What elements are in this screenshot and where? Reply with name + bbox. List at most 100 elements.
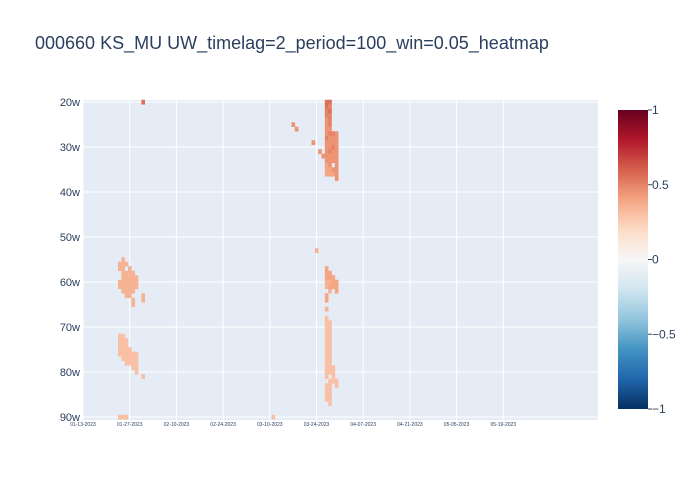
heatmap-cell	[324, 324, 329, 330]
heatmap-cell	[134, 360, 139, 366]
heatmap-cell	[328, 284, 332, 290]
heatmap-cell	[328, 369, 332, 375]
heatmap-cell	[124, 356, 129, 362]
heatmap-cell	[324, 275, 329, 281]
heatmap-cell	[131, 279, 136, 285]
heatmap-cell	[141, 293, 146, 299]
heatmap-cell	[121, 275, 125, 281]
heatmap-cell	[331, 135, 336, 141]
heatmap-cell	[124, 270, 129, 276]
heatmap-cell	[131, 288, 136, 294]
heatmap-cell	[328, 338, 332, 344]
heatmap-cell	[118, 279, 122, 285]
heatmap-cell	[328, 171, 332, 177]
x-axis: 01-13-2023 01-27-2023 02-10-2023 02-24-2023…	[70, 422, 516, 428]
heatmap-cell	[331, 171, 336, 177]
colorbar-tick-label: −1	[652, 402, 666, 416]
heatmap-cell	[134, 275, 139, 281]
heatmap-cell	[324, 338, 329, 344]
heatmap-cell	[121, 266, 125, 272]
heatmap-cell	[324, 171, 329, 177]
heatmap-cell	[328, 270, 332, 276]
heatmap-cell	[121, 338, 125, 344]
heatmap-cell	[324, 135, 329, 141]
grid	[82, 100, 598, 420]
colorbar-tick-label: 0.5	[652, 178, 669, 192]
heatmap-cell	[121, 356, 125, 362]
heatmap-cell	[334, 162, 339, 168]
heatmap-cell	[334, 158, 339, 164]
heatmap-cell	[328, 131, 332, 137]
heatmap-cell	[334, 144, 339, 150]
heatmap-cell	[128, 347, 132, 353]
heatmap-cell	[324, 104, 329, 110]
colorbar-ticks: 1 0.5 0 −0.5 −1	[648, 103, 676, 416]
heatmap-cell	[328, 351, 332, 357]
heatmap-cell	[334, 167, 339, 173]
heatmap-cell	[324, 360, 329, 366]
heatmap-cell	[328, 401, 332, 407]
heatmap-cell	[324, 297, 329, 303]
plot-background	[83, 100, 598, 420]
heatmap-cell	[328, 383, 332, 389]
heatmap-cell	[324, 329, 329, 335]
heatmap-cell	[134, 279, 139, 285]
heatmap-cell	[324, 284, 329, 290]
heatmap-cell	[328, 104, 332, 110]
heatmap-cell	[128, 275, 132, 281]
heatmap-cell	[324, 117, 329, 123]
heatmap-cell	[324, 266, 329, 272]
x-tick-label: 02-10-2023	[164, 422, 190, 428]
heatmap-cell	[328, 144, 332, 150]
heatmap-cell	[128, 356, 132, 362]
heatmap-cell	[331, 140, 336, 146]
heatmap-cell	[324, 369, 329, 375]
heatmap-cell	[328, 324, 332, 330]
heatmap-cell	[324, 396, 329, 402]
heatmap-cell	[324, 99, 329, 105]
heatmap-cell	[128, 270, 132, 276]
heatmap-cell	[118, 284, 122, 290]
heatmap-cell	[334, 149, 339, 155]
heatmap-cell	[124, 338, 129, 344]
heatmap-cell	[324, 167, 329, 173]
y-tick-label: 30w	[60, 142, 80, 154]
heatmap-cell	[331, 369, 336, 375]
heatmap-cell	[328, 117, 332, 123]
heatmap-cell	[328, 108, 332, 114]
heatmap-cell	[331, 167, 336, 173]
heatmap-cell	[328, 365, 332, 371]
heatmap-cell	[131, 275, 136, 281]
heatmap-cell	[121, 288, 125, 294]
heatmap-cell	[324, 126, 329, 132]
heatmap-cell	[134, 351, 139, 357]
heatmap-cell	[324, 383, 329, 389]
heatmap-cell	[118, 338, 122, 344]
heatmap-cell	[328, 275, 332, 281]
heatmap-cell	[324, 158, 329, 164]
heatmap-cell	[334, 378, 339, 384]
heatmap-cell	[324, 144, 329, 150]
heatmap-cell	[128, 279, 132, 285]
heatmap-cell	[121, 270, 125, 276]
heatmap-cell	[311, 140, 316, 146]
heatmap-cell	[124, 279, 129, 285]
heatmap-cell	[328, 356, 332, 362]
heatmap-cell	[121, 279, 125, 285]
heatmap-cell	[324, 374, 329, 380]
heatmap-cell	[324, 122, 329, 128]
heatmap-cell	[118, 351, 122, 357]
heatmap-cell	[334, 171, 339, 177]
colorbar	[618, 110, 648, 409]
x-tick-label: 05-05-2023	[444, 422, 470, 428]
heatmap-cell	[328, 140, 332, 146]
heatmap-cell	[131, 351, 136, 357]
heatmap-cell	[131, 284, 136, 290]
heatmap-cell	[324, 392, 329, 398]
heatmap-cell	[124, 414, 129, 420]
heatmap-cell	[141, 99, 146, 105]
heatmap-cell	[324, 131, 329, 137]
heatmap-cell	[324, 279, 329, 285]
heatmap-cell	[118, 266, 122, 272]
heatmap-cell	[121, 414, 125, 420]
